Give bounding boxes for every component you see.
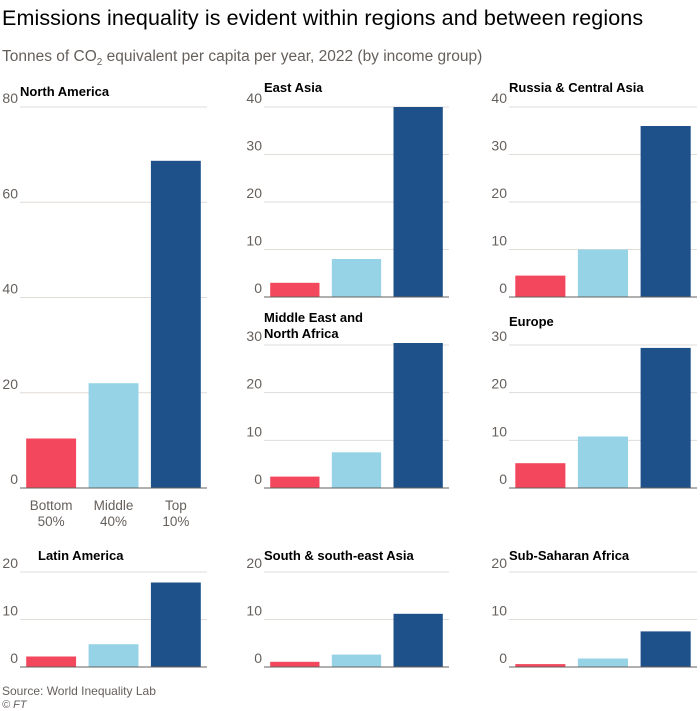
credit-note: © FT: [2, 699, 27, 711]
subtitle-subscript: 2: [96, 57, 103, 69]
bar-middle-east-and-north-africa-bottom-50-: [270, 476, 320, 488]
y-tick-label-russia-central-asia: 0: [499, 280, 507, 296]
bar-europe-top-10-: [640, 347, 691, 488]
y-tick-label-latin-america: 10: [2, 603, 18, 619]
panel-title-north-america: North America: [20, 84, 110, 99]
bar-east-asia-middle-40-: [331, 259, 382, 297]
y-tick-label-latin-america: 20: [2, 555, 18, 571]
x-category-label: 10%: [162, 514, 189, 529]
y-tick-label-north-america: 40: [2, 281, 18, 297]
panel-title-middle-east-and-north-africa: North Africa: [264, 326, 339, 341]
bar-south-south-east-asia-bottom-50-: [270, 661, 320, 667]
panel-title-east-asia: East Asia: [264, 80, 323, 95]
x-category-label: 40%: [100, 514, 127, 529]
y-tick-label-north-america: 80: [2, 90, 18, 106]
subtitle-text-rest: equivalent per capita per year, 2022 (by…: [102, 48, 483, 65]
y-tick-label-east-asia: 40: [246, 90, 262, 106]
panel-title-russia-central-asia: Russia & Central Asia: [509, 80, 644, 95]
y-tick-label-south-south-east-asia: 10: [246, 603, 262, 619]
panel-title-europe: Europe: [509, 314, 554, 329]
y-tick-label-north-america: 20: [2, 376, 18, 392]
subtitle-text: Tonnes of CO: [2, 48, 97, 65]
chart-title: Emissions inequality is evident within r…: [2, 6, 644, 30]
y-tick-label-sub-saharan-africa: 10: [491, 603, 507, 619]
y-tick-label-east-asia: 10: [246, 233, 262, 249]
y-tick-label-latin-america: 0: [10, 650, 18, 666]
y-tick-label-north-america: 60: [2, 185, 18, 201]
x-category-label: Middle: [94, 498, 134, 513]
panel-title-latin-america: Latin America: [38, 548, 124, 563]
y-tick-label-south-south-east-asia: 0: [254, 650, 262, 666]
bar-sub-saharan-africa-bottom-50-: [515, 664, 566, 667]
y-tick-label-east-asia: 30: [246, 138, 262, 154]
y-tick-label-south-south-east-asia: 20: [246, 555, 262, 571]
source-note: Source: World Inequality Lab: [2, 684, 156, 698]
bar-europe-middle-40-: [577, 436, 628, 488]
y-tick-label-sub-saharan-africa: 20: [491, 555, 507, 571]
y-tick-label-east-asia: 0: [254, 280, 262, 296]
bar-latin-america-top-10-: [150, 582, 201, 667]
y-tick-label-north-america: 0: [10, 471, 18, 487]
y-tick-label-europe: 20: [491, 376, 507, 392]
bar-sub-saharan-africa-middle-40-: [577, 658, 628, 667]
bar-europe-bottom-50-: [515, 463, 566, 488]
bar-middle-east-and-north-africa-top-10-: [393, 343, 443, 488]
bar-south-south-east-asia-top-10-: [393, 613, 443, 667]
bar-south-south-east-asia-middle-40-: [331, 654, 382, 667]
x-category-label: Top: [165, 498, 187, 513]
y-tick-label-sub-saharan-africa: 0: [499, 650, 507, 666]
bar-russia-central-asia-bottom-50-: [515, 275, 566, 297]
y-tick-label-russia-central-asia: 40: [491, 90, 507, 106]
panel-title-south-south-east-asia: South & south-east Asia: [264, 548, 415, 563]
bar-latin-america-middle-40-: [88, 644, 139, 667]
y-tick-label-russia-central-asia: 20: [491, 185, 507, 201]
panel-title-sub-saharan-africa: Sub-Saharan Africa: [509, 548, 630, 563]
bar-north-america-bottom-50-: [26, 438, 77, 488]
y-tick-label-east-asia: 20: [246, 185, 262, 201]
bar-sub-saharan-africa-top-10-: [640, 631, 691, 667]
bar-north-america-top-10-: [150, 160, 201, 489]
y-tick-label-middle-east-and-north-africa: 10: [246, 423, 262, 439]
bar-russia-central-asia-middle-40-: [577, 249, 628, 297]
x-category-label: Bottom: [30, 498, 73, 513]
panel-title-middle-east-and-north-africa: Middle East and: [264, 310, 363, 325]
bar-russia-central-asia-top-10-: [640, 126, 691, 297]
y-tick-label-europe: 30: [491, 328, 507, 344]
bar-north-america-middle-40-: [88, 383, 139, 488]
bar-latin-america-bottom-50-: [26, 656, 77, 667]
chart-subtitle: Tonnes of CO2 equivalent per capita per …: [2, 48, 482, 68]
y-tick-label-russia-central-asia: 30: [491, 138, 507, 154]
y-tick-label-middle-east-and-north-africa: 30: [246, 328, 262, 344]
bar-east-asia-bottom-50-: [270, 282, 320, 298]
bar-east-asia-top-10-: [393, 107, 443, 297]
x-category-label: 50%: [38, 514, 65, 529]
y-tick-label-europe: 10: [491, 423, 507, 439]
y-tick-label-europe: 0: [499, 471, 507, 487]
y-tick-label-middle-east-and-north-africa: 20: [246, 376, 262, 392]
y-tick-label-russia-central-asia: 10: [491, 233, 507, 249]
bar-middle-east-and-north-africa-middle-40-: [331, 452, 382, 489]
y-tick-label-middle-east-and-north-africa: 0: [254, 471, 262, 487]
